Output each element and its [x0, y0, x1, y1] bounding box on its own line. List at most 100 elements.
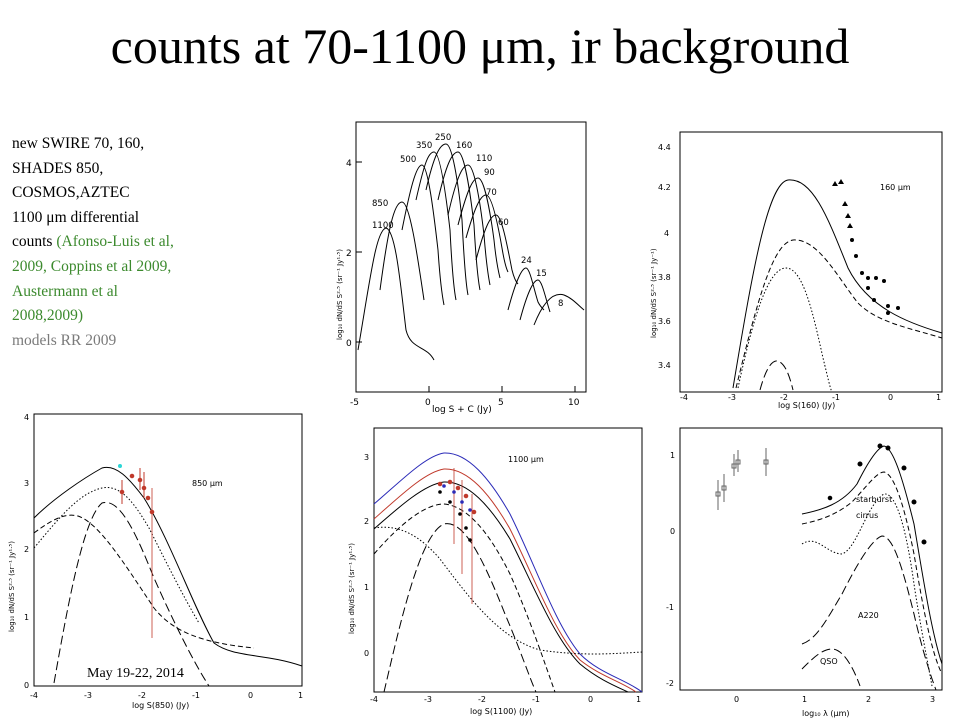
curve-15 — [519, 279, 551, 321]
x-axis-label: log S + C (Jy) — [432, 405, 492, 414]
caption-line-part: counts — [12, 233, 57, 251]
data-point-open — [721, 485, 727, 491]
data-point — [468, 538, 472, 542]
x-tick: -4 — [30, 691, 38, 700]
data-point — [850, 238, 854, 242]
curve-label: 160 — [456, 141, 472, 151]
y-tick: 2 — [24, 545, 29, 554]
y-tick: -1 — [666, 603, 674, 612]
data-point — [463, 493, 469, 499]
data-triangle — [832, 181, 838, 186]
x-tick: 1 — [298, 691, 303, 700]
citation-text: (Afonso-Luis et al, — [56, 233, 174, 251]
data-point — [882, 279, 886, 283]
y-tick: 4.4 — [658, 143, 671, 152]
data-point — [141, 485, 147, 491]
plot-850um-counts: -4 -3 -2 -1 0 1 0 1 2 3 4 log S(850) (Jy… — [4, 408, 310, 714]
data-point — [872, 298, 876, 302]
model-longdash-curve — [759, 360, 794, 391]
y-tick: 3.8 — [658, 273, 671, 282]
x-tick: -1 — [832, 393, 840, 402]
data-point — [866, 286, 870, 290]
wavelength-label: 1100 μm — [508, 455, 544, 464]
curve-label: 350 — [416, 141, 432, 151]
data-point — [438, 490, 442, 494]
model-dotted-curve — [33, 487, 200, 624]
caption-text: new SWIRE 70, 160, SHADES 850, COSMOS,AZ… — [12, 132, 248, 353]
y-axis-label: log₁₀ dN/dS S²·⁵ (sr⁻¹ Jy¹·⁵) — [336, 249, 344, 340]
data-point — [857, 461, 863, 467]
data-point — [447, 479, 453, 485]
model-red-curve — [373, 468, 637, 693]
data-point — [886, 311, 890, 315]
footer-date: May 19-22, 2014 — [87, 666, 184, 682]
caption-line: SHADES 850, — [12, 159, 104, 177]
y-tick: 3.6 — [658, 317, 671, 326]
data-point — [877, 443, 883, 449]
data-point — [886, 304, 890, 308]
model-dotted-curve — [737, 267, 833, 393]
citation-line: Austermann et al — [12, 282, 118, 300]
curve-1100 — [357, 227, 435, 361]
y-tick: 4.2 — [658, 183, 671, 192]
data-point-blue — [468, 508, 472, 512]
data-triangle — [847, 223, 853, 228]
data-triangle — [842, 201, 848, 206]
x-tick: 1 — [802, 695, 807, 704]
x-axis-label: log₁₀ λ (μm) — [802, 709, 850, 718]
data-point — [129, 473, 135, 479]
x-tick: -2 — [478, 695, 486, 704]
curve-label: A220 — [858, 611, 879, 620]
x-tick: 0 — [588, 695, 593, 704]
data-triangle — [845, 213, 851, 218]
curve-label: 1100 — [372, 221, 394, 231]
curve-8 — [533, 293, 585, 326]
curve-label: 70 — [486, 188, 497, 198]
data-point — [901, 465, 907, 471]
data-point — [464, 526, 468, 530]
model-longdash-curve — [53, 501, 210, 687]
data-point-open — [763, 459, 769, 465]
data-point — [921, 539, 927, 545]
curve-label: 850 — [372, 199, 388, 209]
plot-160um-counts: -4 -3 -2 -1 0 1 3.4 3.6 3.8 4 4.2 4.4 lo… — [648, 128, 948, 410]
x-tick: 3 — [930, 695, 935, 704]
data-point — [458, 512, 462, 516]
x-axis-label: log S(850) (Jy) — [132, 701, 189, 710]
caption-line: counts (Afonso-Luis et al, — [12, 230, 248, 255]
citation-line: 2009, Coppins et al 2009, — [12, 257, 172, 275]
curve-label: 60 — [498, 218, 509, 228]
starburst-curve — [801, 445, 943, 665]
data-point — [448, 500, 452, 504]
x-tick: 0 — [248, 691, 253, 700]
curve-60 — [475, 214, 519, 285]
model-longdash-curve — [383, 523, 537, 693]
x-tick: -4 — [370, 695, 378, 704]
curve-250 — [425, 143, 469, 296]
x-tick: -1 — [192, 691, 200, 700]
qso-curve — [801, 648, 861, 687]
y-tick: 4 — [664, 229, 669, 238]
x-tick: -4 — [680, 393, 688, 402]
y-tick: 3 — [364, 453, 369, 462]
plot-1100um-counts: -4 -3 -2 -1 0 1 0 1 2 3 log S(1100) (Jy)… — [340, 424, 644, 720]
cirrus-dotted-curve — [801, 493, 933, 687]
a220-curve — [801, 535, 937, 691]
caption-line: COSMOS,AZTEC — [12, 184, 130, 202]
data-point — [874, 276, 878, 280]
plot-multiwavelength-counts-figure: -5 0 5 10 0 2 4 log S + C (Jy) log₁₀ dN/… — [336, 121, 587, 414]
wavelength-label: 850 μm — [192, 479, 223, 488]
x-axis-label: log S(1100) (Jy) — [470, 707, 532, 716]
data-point-open — [715, 491, 721, 497]
x-tick: 5 — [498, 398, 504, 408]
y-tick: 0 — [346, 339, 352, 349]
data-point — [145, 495, 151, 501]
data-point — [827, 495, 833, 501]
curve-24 — [507, 267, 545, 311]
data-point — [866, 276, 870, 280]
x-tick: -3 — [728, 393, 736, 402]
x-tick: 0 — [425, 398, 431, 408]
data-point-blue — [460, 500, 464, 504]
plot-sed: 0 1 2 3 -2 -1 0 1 log₁₀ λ (μm) starburst… — [652, 424, 948, 720]
x-tick: -3 — [424, 695, 432, 704]
